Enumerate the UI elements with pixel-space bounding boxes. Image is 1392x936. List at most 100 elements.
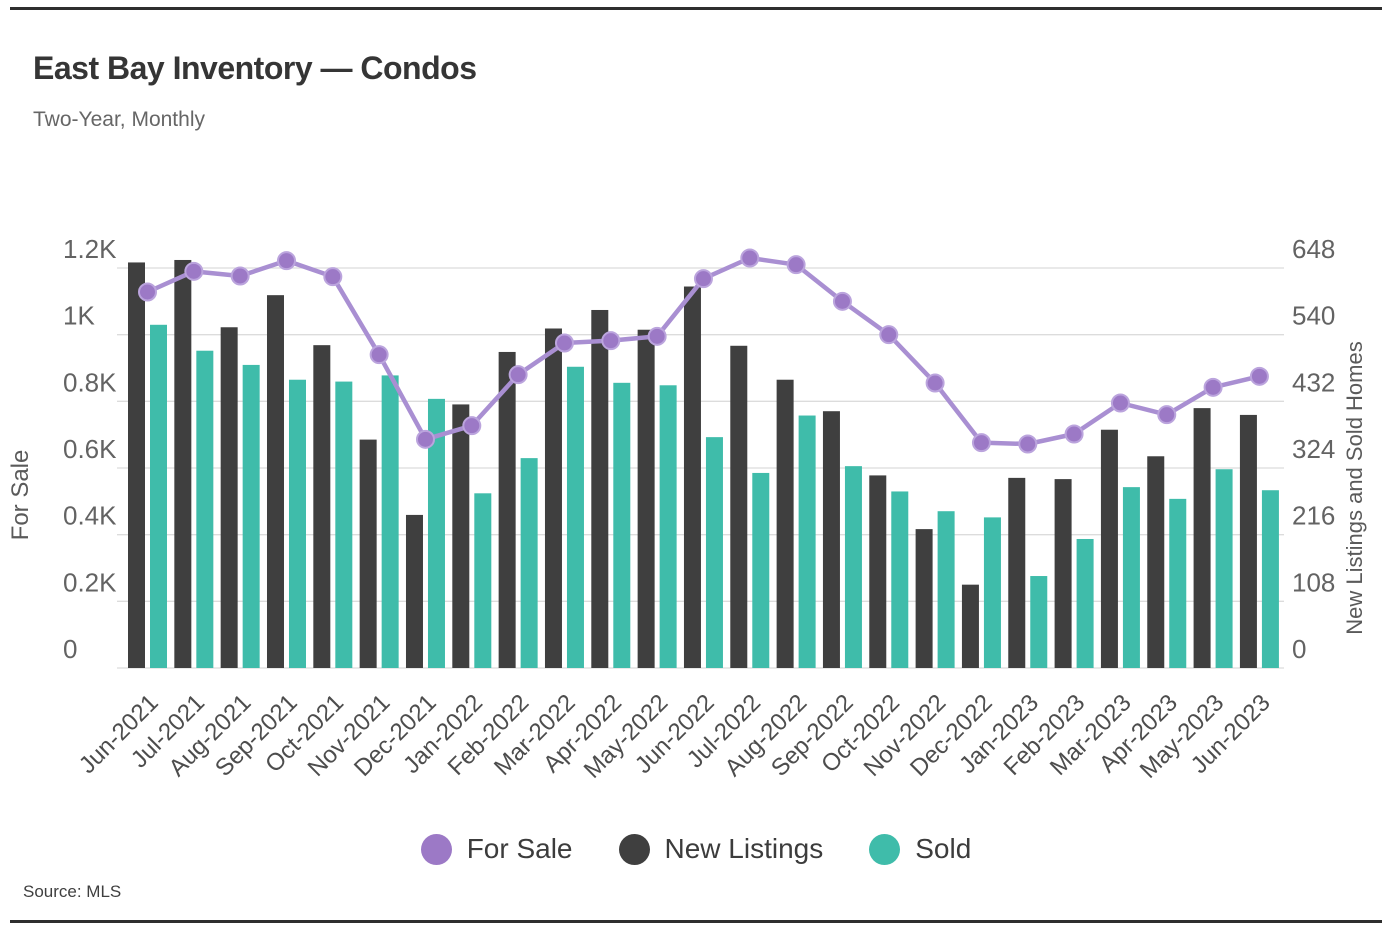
for-sale-point: [369, 345, 389, 365]
for-sale-point: [1249, 366, 1269, 386]
new-listings-bar: [1193, 408, 1211, 668]
legend-item-new-listings: New Listings: [618, 833, 824, 865]
new-listings-bar: [776, 379, 794, 668]
legend-item-for-sale: For Sale: [420, 833, 573, 865]
left-axis-tick-label: 1.2K: [63, 234, 117, 264]
new-listings-bar: [313, 345, 331, 668]
new-listings-bar: [544, 328, 562, 668]
sold-bar: [705, 437, 723, 668]
sold-bar: [659, 385, 677, 668]
new-listings-bar: [266, 295, 284, 668]
sold-bar: [844, 466, 862, 668]
for-sale-point: [1110, 393, 1130, 413]
sold-bar: [566, 366, 584, 668]
source-note: Source: MLS: [23, 882, 122, 901]
sold-bar: [196, 350, 214, 668]
sold-bar: [1076, 538, 1094, 668]
new-listings-bar: [730, 345, 748, 668]
legend-item-sold: Sold: [869, 833, 971, 865]
for-sale-point: [554, 333, 574, 353]
sold-bar: [242, 364, 260, 668]
right-axis-tick-label: 540: [1292, 301, 1335, 331]
for-sale-point: [508, 365, 528, 385]
for-sale-point: [1203, 377, 1223, 397]
for-sale-point: [1157, 405, 1177, 425]
for-sale-point: [925, 373, 945, 393]
sold-bar: [937, 511, 955, 668]
for-sale-point: [1064, 424, 1084, 444]
legend-label-sold: Sold: [915, 833, 972, 864]
left-axis-tick-label: 0.6K: [63, 434, 117, 464]
new-listings-bar: [1100, 429, 1118, 668]
for-sale-point: [601, 331, 621, 351]
new-listings-bar: [591, 309, 609, 668]
new-listings-bar: [174, 259, 192, 668]
left-axis-tick-label: 0: [63, 634, 77, 664]
sold-bar: [798, 415, 816, 668]
new-listings-bar: [405, 514, 423, 668]
left-axis-tick-label: 1K: [63, 301, 95, 331]
chart-legend: For Sale New Listings Sold: [0, 833, 1392, 865]
for-sale-point: [230, 266, 250, 286]
legend-label-for-sale: For Sale: [466, 833, 573, 864]
page-subtitle: Two-Year, Monthly: [33, 108, 205, 131]
right-axis-tick-label: 648: [1292, 234, 1335, 264]
new-listings-bar: [359, 439, 377, 668]
new-listings-bar: [915, 529, 933, 668]
sold-bar: [752, 472, 770, 668]
page-title: East Bay Inventory — Condos: [33, 50, 477, 86]
for-sale-point: [276, 251, 296, 271]
sold-bar: [1122, 487, 1140, 668]
sold-bar: [1030, 576, 1048, 668]
new-listings-bar: [1239, 414, 1257, 668]
sold-bar: [520, 458, 538, 668]
for-sale-point: [323, 267, 343, 287]
new-listings-bar: [961, 584, 979, 668]
sold-bar: [983, 517, 1001, 668]
new-listings-bar: [452, 404, 470, 668]
for-sale-point: [786, 255, 806, 275]
for-sale-point: [138, 282, 157, 302]
legend-label-new-listings: New Listings: [664, 833, 824, 864]
new-listings-bar: [220, 327, 238, 668]
right-axis-tick-label: 432: [1292, 367, 1335, 397]
new-listings-bar: [128, 262, 145, 668]
sold-bar: [474, 493, 492, 668]
right-axis-tick-label: 216: [1292, 501, 1335, 531]
right-axis-tick-label: 108: [1292, 567, 1335, 597]
left-axis-tick-label: 0.4K: [63, 501, 117, 531]
new-listings-bar: [1147, 456, 1165, 668]
new-listings-bar: [498, 351, 516, 668]
sold-bar: [288, 379, 306, 668]
for-sale-point: [647, 326, 667, 346]
sold-bar: [335, 381, 353, 668]
left-axis-tick-label: 0.2K: [63, 567, 117, 597]
sold-bar: [1169, 498, 1187, 668]
sold-bar: [427, 398, 445, 668]
for-sale-point: [971, 433, 991, 453]
sold-bar: [381, 375, 399, 668]
sold-bar: [891, 491, 909, 668]
sold-bar: [613, 382, 631, 668]
right-axis-tick-label: 0: [1292, 634, 1306, 664]
for-sale-point: [462, 416, 482, 436]
for-sale-point: [879, 325, 899, 345]
new-listings-swatch-icon: [618, 833, 650, 865]
for-sale-swatch-icon: [420, 833, 452, 865]
sold-swatch-icon: [869, 833, 901, 865]
new-listings-bar: [683, 286, 701, 668]
sold-bar: [1261, 490, 1279, 668]
for-sale-point: [832, 291, 852, 311]
top-rule: [10, 7, 1382, 10]
new-listings-bar: [1008, 477, 1026, 668]
for-sale-point: [740, 248, 760, 268]
new-listings-bar: [822, 411, 840, 668]
sold-bar: [150, 324, 167, 668]
new-listings-bar: [637, 329, 655, 668]
for-sale-point: [1018, 434, 1038, 454]
right-axis-title: New Listings and Sold Homes: [1342, 341, 1367, 634]
for-sale-point: [184, 261, 204, 281]
new-listings-bar: [1054, 479, 1072, 668]
sold-bar: [1215, 469, 1233, 668]
